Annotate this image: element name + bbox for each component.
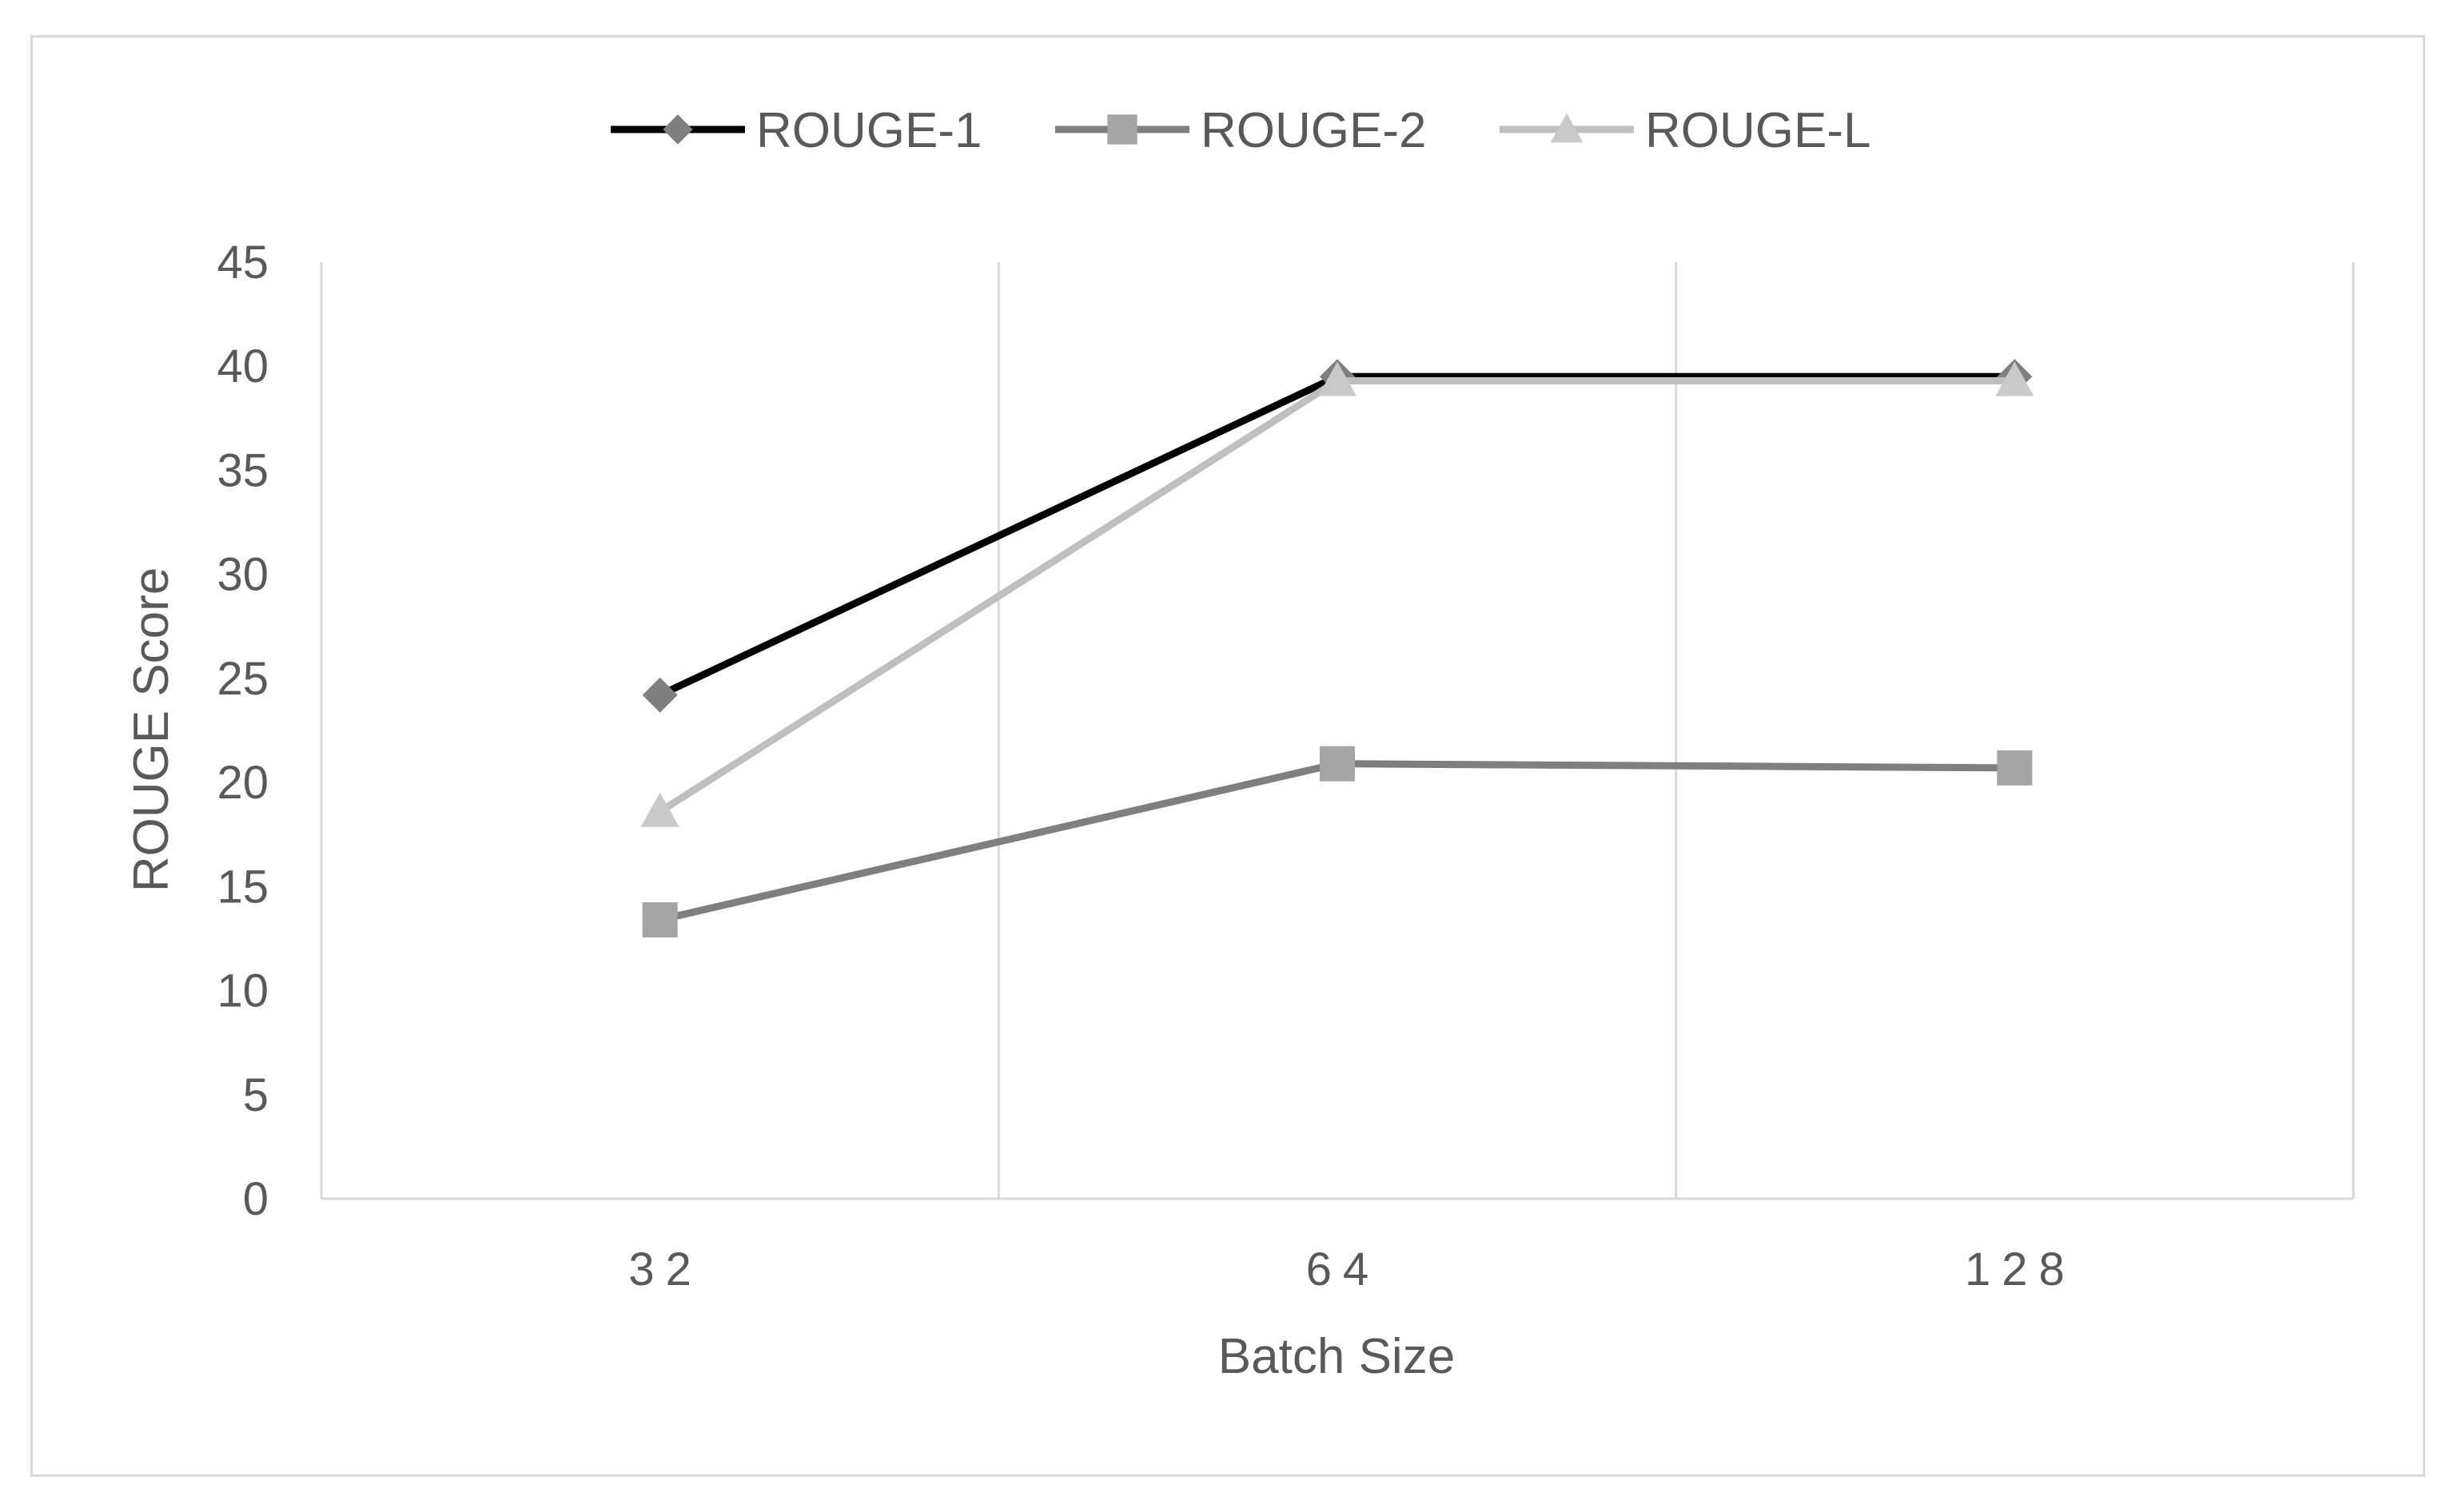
data-point-rouge-l (640, 792, 679, 827)
y-tick-label: 45 (217, 237, 269, 288)
x-tick-label: 32 (628, 1243, 703, 1295)
legend: ROUGE-1 ROUGE-2 ROUGE-L (611, 103, 1870, 158)
legend-label: ROUGE-1 (756, 103, 982, 158)
data-point-rouge-2 (642, 902, 678, 938)
legend-marker-rouge-2 (1107, 114, 1137, 145)
y-tick-label: 25 (217, 653, 269, 705)
y-tick-label: 0 (243, 1173, 269, 1225)
data-point-rouge-l (1318, 361, 1356, 396)
legend-label: ROUGE-L (1645, 103, 1870, 158)
legend-marker-rouge-1 (663, 114, 693, 145)
y-tick-label: 30 (217, 549, 269, 601)
grid-layer (320, 262, 2355, 1199)
y-axis-title: ROUGE Score (124, 567, 179, 893)
data-point-rouge-2 (1997, 750, 2033, 786)
y-tick-label: 5 (243, 1069, 269, 1121)
x-axis-title: Batch Size (1218, 1329, 1455, 1384)
data-point-rouge-l (1995, 361, 2034, 396)
y-tick-label: 20 (217, 757, 269, 809)
legend-label: ROUGE-2 (1201, 103, 1426, 158)
x-tick-label: 64 (1306, 1243, 1380, 1295)
series-line-rouge-2 (656, 760, 2018, 924)
y-tick-label: 40 (217, 340, 269, 392)
y-tick-label: 15 (217, 861, 269, 913)
y-tick-label: 35 (217, 444, 269, 496)
y-tick-label: 10 (217, 965, 269, 1017)
x-tick-label: 128 (1965, 1243, 2076, 1295)
data-point-rouge-1 (642, 677, 678, 713)
series-line-rouge-1 (656, 372, 2018, 699)
series-layer (640, 359, 2034, 938)
axis-layer: 0 5 10 15 20 25 30 35 40 45 32 64 128 (217, 237, 2353, 1295)
data-point-rouge-2 (1320, 746, 1355, 782)
legend-marker-rouge-l (1550, 113, 1584, 143)
